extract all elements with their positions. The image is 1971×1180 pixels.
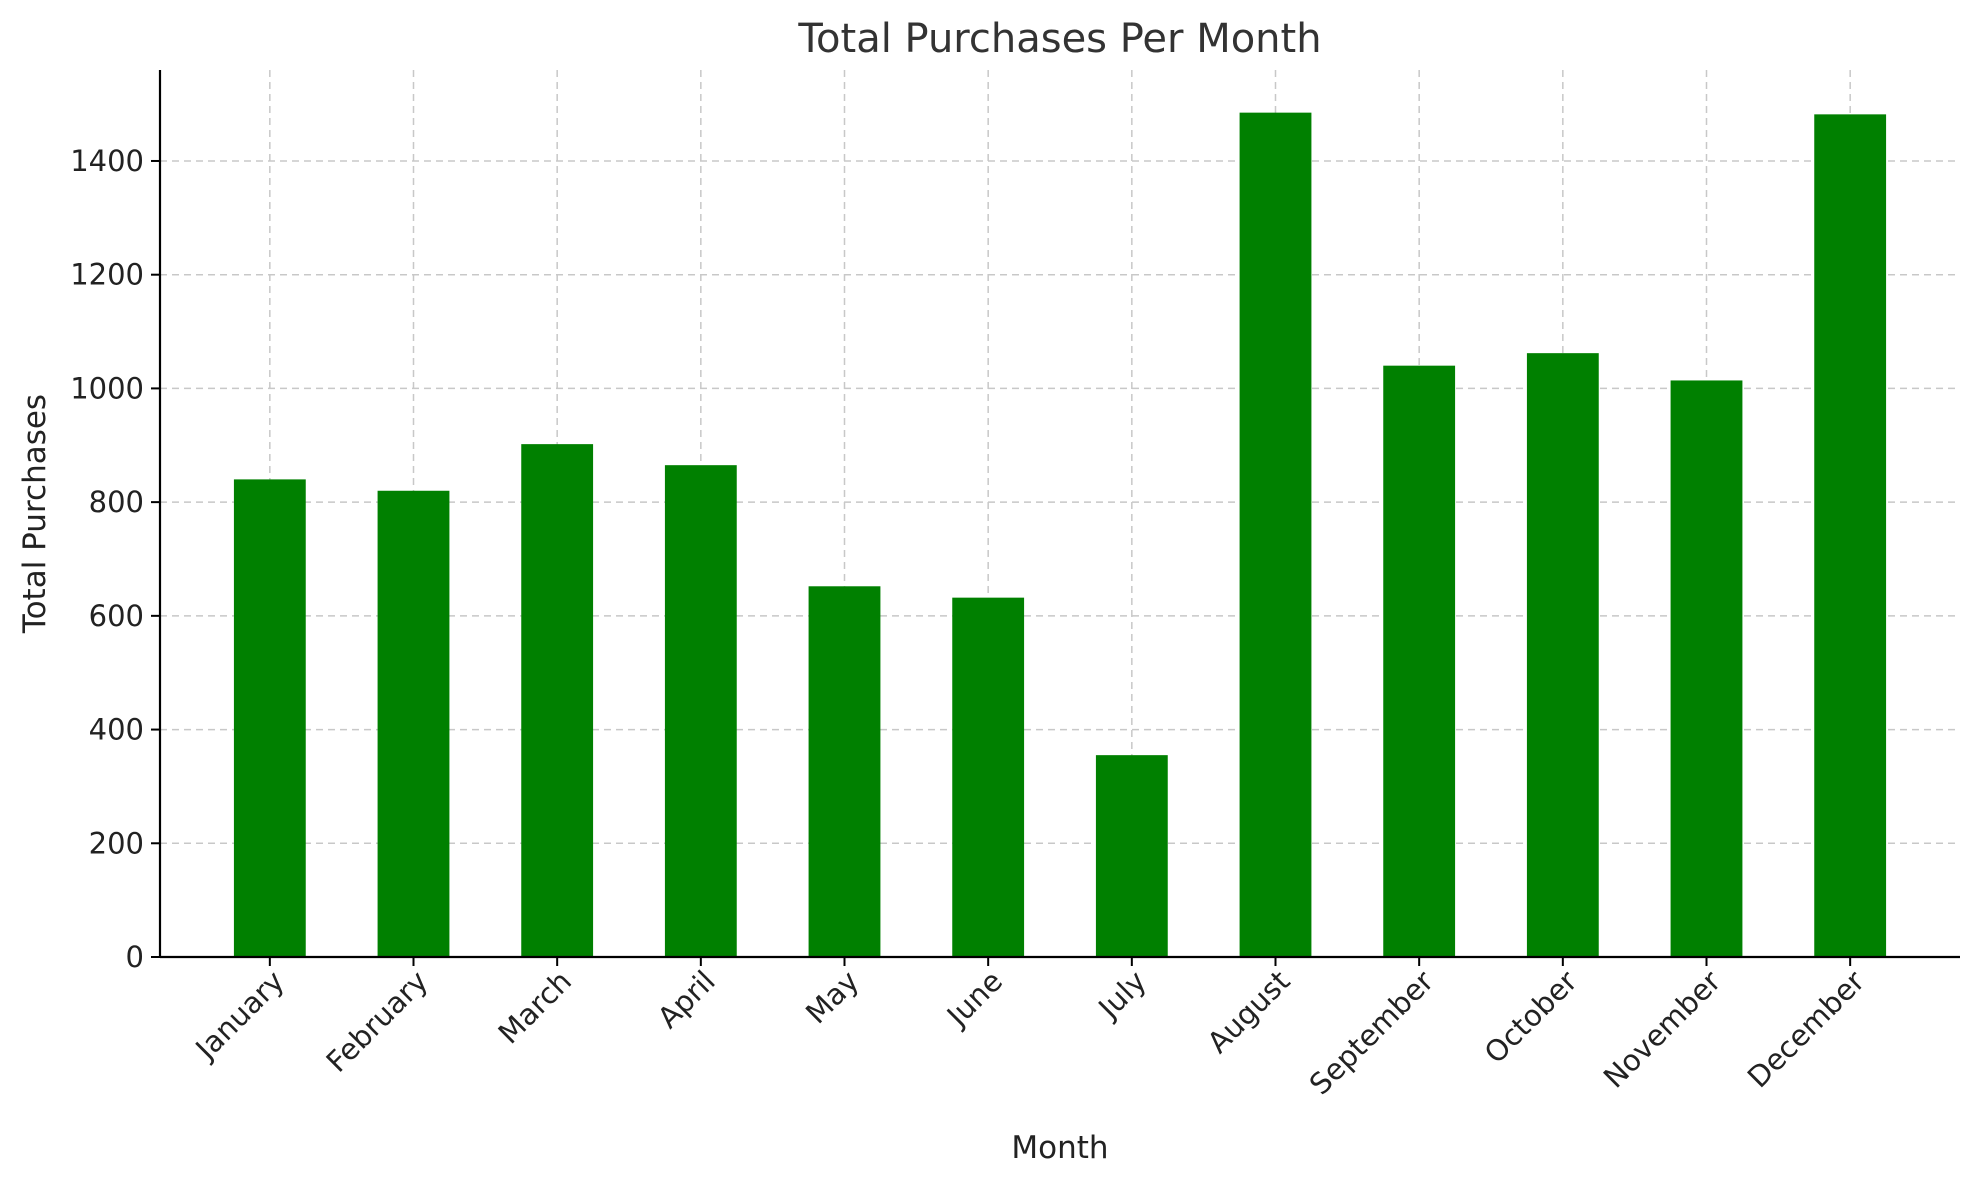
y-axis-title: Total Purchases: [17, 394, 53, 634]
y-tick-label: 0: [126, 940, 144, 974]
x-tick-label: March: [492, 964, 579, 1051]
bar: [1095, 755, 1168, 957]
x-tick-label: February: [320, 964, 435, 1079]
bar: [952, 597, 1025, 957]
bar: [1383, 365, 1456, 958]
x-tick-labels: January February March April May June July Augu…: [188, 964, 1872, 1101]
y-tick-label: 600: [89, 599, 144, 633]
bar: [664, 465, 737, 957]
bar: [233, 479, 306, 957]
tick-marks: [151, 159, 1852, 966]
x-tick-label: August: [1201, 964, 1297, 1060]
x-tick-label: November: [1597, 964, 1728, 1095]
x-tick-label: July: [1090, 964, 1152, 1026]
x-axis-title: Month: [1011, 1130, 1108, 1166]
bar: [377, 490, 450, 957]
bar: [521, 444, 594, 957]
x-tick-label: January: [188, 964, 291, 1067]
y-tick-label: 400: [89, 713, 144, 747]
y-tick-label: 200: [89, 826, 144, 860]
axes: [158, 70, 1960, 959]
y-tick-label: 800: [89, 485, 144, 519]
y-tick-label: 1200: [70, 258, 144, 292]
x-tick-label: June: [939, 964, 1009, 1034]
bar: [1670, 380, 1743, 957]
bar: [1239, 112, 1312, 958]
grid: [160, 70, 1960, 958]
x-tick-label: September: [1303, 964, 1440, 1101]
bars: [233, 112, 1887, 958]
y-tick-label: 1400: [70, 144, 144, 178]
bar: [1526, 353, 1599, 957]
bar: [808, 586, 881, 957]
chart-title: Total Purchases Per Month: [797, 16, 1321, 62]
x-tick-label: October: [1478, 964, 1584, 1070]
x-tick-label: April: [651, 964, 722, 1035]
y-tick-label: 1000: [70, 371, 144, 405]
y-tick-labels: 0 200 400 600 800 1000 1200 1400: [70, 144, 144, 974]
bar: [1814, 114, 1887, 958]
x-tick-label: December: [1741, 964, 1871, 1094]
x-tick-label: May: [799, 964, 865, 1030]
